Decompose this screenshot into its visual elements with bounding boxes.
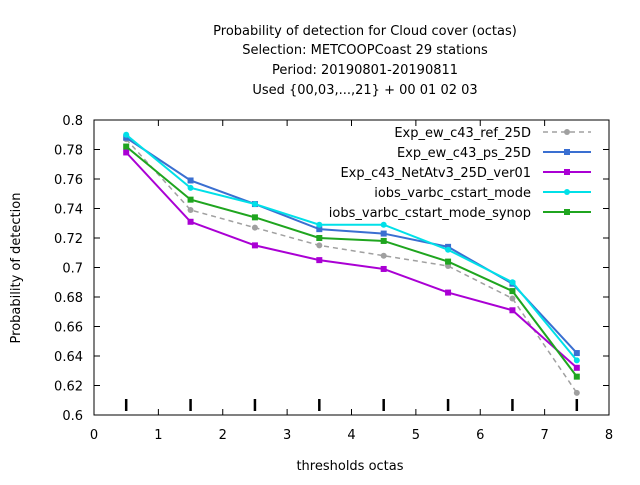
legend-label: iobs_varbc_cstart_mode_synop <box>329 206 531 221</box>
x-tick-label: 6 <box>476 428 484 443</box>
series-line <box>125 133 578 362</box>
chart-title: Probability of detection for Cloud cover… <box>213 24 517 98</box>
series-3 <box>123 149 580 371</box>
data-point <box>509 295 516 302</box>
legend-swatch-marker <box>564 149 570 155</box>
threshold-marks <box>124 399 579 411</box>
data-point <box>573 364 580 371</box>
chart-title-line-2: Selection: METCOOPCoast 29 stations <box>242 43 488 58</box>
data-point <box>251 214 258 221</box>
data-point <box>187 206 194 213</box>
data-point <box>316 242 323 249</box>
data-point <box>316 221 323 228</box>
y-tick-label: 0.74 <box>54 203 83 218</box>
data-point <box>573 350 580 357</box>
legend: Exp_ew_c43_ref_25D Exp_ew_c43_ps_25D Exp_c… <box>329 126 591 221</box>
x-tick-label: 2 <box>219 428 227 443</box>
y-tick-label: 0.6 <box>62 409 83 424</box>
data-point <box>187 196 194 203</box>
chart-title-line-3: Period: 20190801-20190811 <box>272 63 458 78</box>
x-tick-label: 1 <box>154 428 162 443</box>
y-tick-label: 0.7 <box>62 262 83 277</box>
legend-label: Exp_c43_NetAtv3_25D_ver01 <box>340 166 531 181</box>
y-tick-label: 0.66 <box>54 321 83 336</box>
data-point <box>445 258 452 265</box>
series-line <box>125 151 578 369</box>
y-tick-label: 0.64 <box>54 350 83 365</box>
legend-label: iobs_varbc_cstart_mode <box>374 186 531 201</box>
data-point <box>123 149 130 156</box>
data-point <box>316 257 323 264</box>
y-tick-label: 0.78 <box>54 144 83 159</box>
data-point <box>509 307 516 314</box>
chart-title-line-1: Probability of detection for Cloud cover… <box>213 24 517 39</box>
y-tick-label: 0.76 <box>54 173 83 188</box>
series-5 <box>123 143 580 380</box>
data-point <box>573 373 580 380</box>
legend-label: Exp_ew_c43_ref_25D <box>394 126 531 141</box>
y-axis: 0.6 0.62 0.64 0.66 0.68 0.7 0.72 0.74 0.76 0.78 0.… <box>54 114 609 424</box>
y-tick-label: 0.62 <box>54 380 83 395</box>
data-point <box>509 288 516 295</box>
data-point <box>445 289 452 296</box>
data-point <box>380 265 387 272</box>
legend-swatch-marker <box>564 189 570 195</box>
data-point <box>380 221 387 228</box>
y-axis-label: Probability of detection <box>9 193 24 344</box>
y-tick-label: 0.72 <box>54 232 83 247</box>
x-axis-label: thresholds octas <box>296 459 403 474</box>
data-point <box>380 252 387 259</box>
data-point <box>380 237 387 244</box>
data-point <box>316 235 323 241</box>
x-axis: 0 1 2 3 4 5 6 7 8 <box>90 120 613 443</box>
data-point <box>573 357 580 364</box>
data-point <box>123 131 130 138</box>
chart-title-line-4: Used {00,03,...,21} + 00 01 02 03 <box>252 83 477 98</box>
data-point <box>251 224 258 231</box>
x-tick-label: 0 <box>90 428 98 443</box>
data-point <box>380 230 387 237</box>
legend-swatch-marker <box>564 209 570 215</box>
x-tick-label: 5 <box>412 428 420 443</box>
y-tick-label: 0.8 <box>62 114 83 129</box>
series-layer <box>123 131 580 396</box>
data-point <box>573 389 580 396</box>
data-point <box>123 143 130 150</box>
data-point <box>251 242 258 249</box>
series-4 <box>123 131 580 364</box>
data-point <box>187 218 194 225</box>
plot-area-frame <box>93 119 610 416</box>
y-tick-label: 0.68 <box>54 291 83 306</box>
data-point <box>509 279 516 286</box>
legend-swatch-marker <box>564 129 570 135</box>
data-point <box>187 177 194 184</box>
data-point <box>187 184 194 191</box>
data-point <box>251 201 258 208</box>
x-tick-label: 7 <box>540 428 548 443</box>
data-point <box>316 226 323 233</box>
legend-label: Exp_ew_c43_ps_25D <box>397 146 531 161</box>
legend-swatch-marker <box>564 169 570 175</box>
x-tick-label: 4 <box>347 428 355 443</box>
series-line <box>125 138 578 394</box>
x-tick-label: 3 <box>283 428 291 443</box>
series-line <box>125 145 578 378</box>
data-point <box>445 246 452 253</box>
x-tick-label: 8 <box>605 428 613 443</box>
